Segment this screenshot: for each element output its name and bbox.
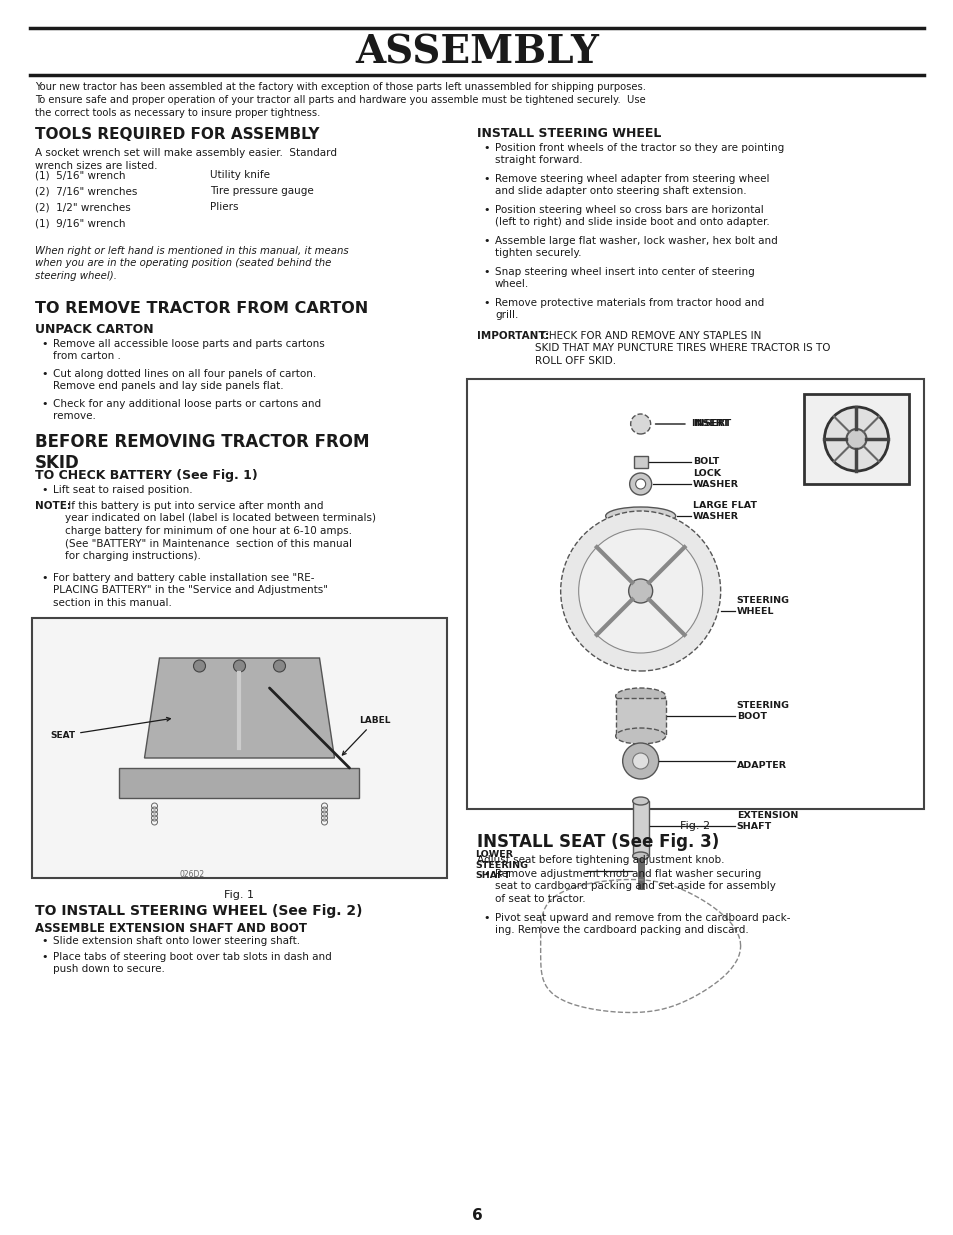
Circle shape <box>632 753 648 769</box>
Text: BEFORE REMOVING TRACTOR FROM
SKID: BEFORE REMOVING TRACTOR FROM SKID <box>35 433 369 472</box>
Text: INSERT: INSERT <box>692 420 730 429</box>
Text: EXTENSION
SHAFT: EXTENSION SHAFT <box>736 811 798 831</box>
Text: Utility knife: Utility knife <box>210 170 270 180</box>
Text: •: • <box>41 399 48 409</box>
Text: Remove all accessible loose parts and parts cartons
from carton .: Remove all accessible loose parts and pa… <box>53 338 324 362</box>
Text: Slide extension shaft onto lower steering shaft.: Slide extension shaft onto lower steerin… <box>53 936 300 946</box>
Text: NOTE:: NOTE: <box>35 501 71 511</box>
Text: TO REMOVE TRACTOR FROM CARTON: TO REMOVE TRACTOR FROM CARTON <box>35 301 368 316</box>
Bar <box>119 768 359 798</box>
Text: Position front wheels of the tractor so they are pointing
straight forward.: Position front wheels of the tractor so … <box>495 143 783 165</box>
Ellipse shape <box>605 508 675 525</box>
Circle shape <box>629 473 651 495</box>
Text: TOOLS REQUIRED FOR ASSEMBLY: TOOLS REQUIRED FOR ASSEMBLY <box>35 127 319 142</box>
Text: LABEL: LABEL <box>342 716 391 755</box>
Text: LOWER
STEERING
SHAFT: LOWER STEERING SHAFT <box>475 850 527 879</box>
Text: LARGE FLAT
WASHER: LARGE FLAT WASHER <box>692 501 756 521</box>
Text: IMPORTANT:: IMPORTANT: <box>476 331 549 341</box>
Text: •: • <box>41 936 48 946</box>
Circle shape <box>630 414 650 433</box>
Bar <box>467 379 923 809</box>
Ellipse shape <box>615 727 665 743</box>
Text: (2)  7/16" wrenches: (2) 7/16" wrenches <box>35 186 137 196</box>
Text: Place tabs of steering boot over tab slots in dash and
push down to secure.: Place tabs of steering boot over tab slo… <box>53 952 332 974</box>
Text: •: • <box>482 143 489 153</box>
Circle shape <box>823 408 887 471</box>
Text: TO INSTALL STEERING WHEEL (See Fig. 2): TO INSTALL STEERING WHEEL (See Fig. 2) <box>35 904 362 918</box>
Text: STEERING
WHEEL: STEERING WHEEL <box>736 597 789 616</box>
Ellipse shape <box>632 797 648 805</box>
Text: •: • <box>482 298 489 308</box>
Text: A socket wrench set will make assembly easier.  Standard
wrench sizes are listed: A socket wrench set will make assembly e… <box>35 148 336 170</box>
Text: If this battery is put into service after month and
year indicated on label (lab: If this battery is put into service afte… <box>65 501 375 561</box>
Ellipse shape <box>632 852 648 860</box>
Text: •: • <box>41 369 48 379</box>
Circle shape <box>845 429 865 450</box>
Text: Remove steering wheel adapter from steering wheel
and slide adapter onto steerin: Remove steering wheel adapter from steer… <box>495 174 769 196</box>
Text: •: • <box>482 267 489 277</box>
Text: Your new tractor has been assembled at the factory with exception of those parts: Your new tractor has been assembled at t… <box>35 82 645 117</box>
Text: Remove adjustment knob and flat washer securing
seat to cardboard packing and se: Remove adjustment knob and flat washer s… <box>495 869 775 904</box>
Text: (1)  9/16" wrench: (1) 9/16" wrench <box>35 219 126 228</box>
Text: •: • <box>482 869 489 879</box>
Text: For battery and battery cable installation see "RE-
PLACING BATTERY" in the "Ser: For battery and battery cable installati… <box>53 573 328 608</box>
Text: •: • <box>482 205 489 215</box>
Text: Fig. 1: Fig. 1 <box>224 890 254 900</box>
Text: Cut along dotted lines on all four panels of carton.
Remove end panels and lay s: Cut along dotted lines on all four panel… <box>53 369 315 391</box>
Text: ASSEMBLY: ASSEMBLY <box>355 33 598 70</box>
Bar <box>32 618 447 878</box>
Bar <box>803 394 908 484</box>
Text: •: • <box>482 236 489 246</box>
Text: Snap steering wheel insert into center of steering
wheel.: Snap steering wheel insert into center o… <box>495 267 754 289</box>
Circle shape <box>560 511 720 671</box>
Text: •: • <box>41 952 48 962</box>
Circle shape <box>274 659 285 672</box>
Text: Fig. 2: Fig. 2 <box>679 821 710 831</box>
Circle shape <box>622 743 658 779</box>
Text: LOCK
WASHER: LOCK WASHER <box>692 469 738 489</box>
Text: (2)  1/2" wrenches: (2) 1/2" wrenches <box>35 203 131 212</box>
Circle shape <box>578 529 702 653</box>
Text: (1)  5/16" wrench: (1) 5/16" wrench <box>35 170 126 180</box>
Text: ASSEMBLE EXTENSION SHAFT AND BOOT: ASSEMBLE EXTENSION SHAFT AND BOOT <box>35 923 307 935</box>
Text: 026D2: 026D2 <box>179 869 204 879</box>
Text: 6: 6 <box>471 1208 482 1223</box>
Circle shape <box>628 579 652 603</box>
Circle shape <box>635 479 645 489</box>
Bar <box>615 698 665 736</box>
Text: •: • <box>482 913 489 923</box>
Text: Tire pressure gauge: Tire pressure gauge <box>210 186 314 196</box>
Text: When right or left hand is mentioned in this manual, it means
when you are in th: When right or left hand is mentioned in … <box>35 246 348 280</box>
Circle shape <box>233 659 245 672</box>
Text: Lift seat to raised position.: Lift seat to raised position. <box>53 485 193 495</box>
Text: Check for any additional loose parts or cartons and
remove.: Check for any additional loose parts or … <box>53 399 321 421</box>
Text: Pliers: Pliers <box>210 203 238 212</box>
Circle shape <box>193 659 205 672</box>
Bar <box>633 456 647 468</box>
Text: Assemble large flat washer, lock washer, hex bolt and
tighten securely.: Assemble large flat washer, lock washer,… <box>495 236 777 258</box>
Polygon shape <box>144 658 335 758</box>
Text: TO CHECK BATTERY (See Fig. 1): TO CHECK BATTERY (See Fig. 1) <box>35 469 257 482</box>
Text: •: • <box>41 338 48 350</box>
Text: Remove protective materials from tractor hood and
grill.: Remove protective materials from tractor… <box>495 298 763 320</box>
Text: ADAPTER: ADAPTER <box>736 761 786 769</box>
Text: Adjust seat before tightening adjustment knob.: Adjust seat before tightening adjustment… <box>476 855 723 864</box>
Text: STEERING
BOOT: STEERING BOOT <box>736 701 789 721</box>
Ellipse shape <box>615 688 665 704</box>
Text: •: • <box>41 573 48 583</box>
Text: INSTALL STEERING WHEEL: INSTALL STEERING WHEEL <box>476 127 660 140</box>
Text: CHECK FOR AND REMOVE ANY STAPLES IN
SKID THAT MAY PUNCTURE TIRES WHERE TRACTOR I: CHECK FOR AND REMOVE ANY STAPLES IN SKID… <box>535 331 830 366</box>
Ellipse shape <box>633 513 647 520</box>
Text: INSTALL SEAT (See Fig. 3): INSTALL SEAT (See Fig. 3) <box>476 832 719 851</box>
Text: •: • <box>482 174 489 184</box>
Text: Pivot seat upward and remove from the cardboard pack-
ing. Remove the cardboard : Pivot seat upward and remove from the ca… <box>495 913 790 935</box>
Bar <box>632 802 648 856</box>
Text: •: • <box>41 485 48 495</box>
Text: BOLT: BOLT <box>692 457 719 467</box>
Text: SEAT: SEAT <box>50 718 171 740</box>
Text: UNPACK CARTON: UNPACK CARTON <box>35 324 153 336</box>
Text: INSERT: INSERT <box>655 420 728 429</box>
Text: Position steering wheel so cross bars are horizontal
(left to right) and slide i: Position steering wheel so cross bars ar… <box>495 205 769 227</box>
